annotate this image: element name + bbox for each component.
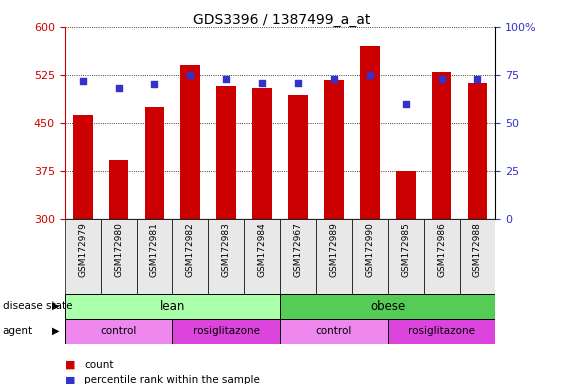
Bar [65, 219, 101, 294]
Bar [424, 219, 459, 294]
Bar [208, 219, 244, 294]
Text: ■: ■ [65, 360, 75, 370]
Bar [65, 319, 172, 344]
Text: ▶: ▶ [52, 326, 59, 336]
Bar [216, 86, 236, 219]
Bar [316, 219, 352, 294]
Bar [459, 219, 495, 294]
Text: GSM172988: GSM172988 [473, 222, 482, 277]
Bar [280, 294, 495, 319]
Point [114, 85, 123, 91]
Text: agent: agent [3, 326, 33, 336]
Bar [388, 319, 495, 344]
Text: GSM172967: GSM172967 [293, 222, 302, 277]
Text: GDS3396 / 1387499_a_at: GDS3396 / 1387499_a_at [193, 13, 370, 27]
Bar [172, 319, 280, 344]
Text: GSM172985: GSM172985 [401, 222, 410, 277]
Bar [73, 114, 92, 219]
Bar [252, 88, 272, 219]
Text: control: control [100, 326, 137, 336]
Bar [137, 219, 172, 294]
Text: GSM172986: GSM172986 [437, 222, 446, 277]
Bar [101, 219, 137, 294]
Point [150, 81, 159, 88]
Bar [65, 294, 280, 319]
Bar [244, 219, 280, 294]
Text: count: count [84, 360, 114, 370]
Bar [181, 65, 200, 219]
Text: rosiglitazone: rosiglitazone [408, 326, 475, 336]
Text: obese: obese [370, 300, 405, 313]
Bar [288, 95, 308, 219]
Text: GSM172982: GSM172982 [186, 222, 195, 276]
Text: GSM172981: GSM172981 [150, 222, 159, 277]
Bar [468, 83, 488, 219]
Bar [280, 219, 316, 294]
Bar [280, 319, 388, 344]
Bar [388, 219, 424, 294]
Bar [360, 46, 379, 219]
Point [222, 76, 231, 82]
Bar [172, 219, 208, 294]
Text: GSM172983: GSM172983 [222, 222, 231, 277]
Text: percentile rank within the sample: percentile rank within the sample [84, 375, 260, 384]
Text: lean: lean [160, 300, 185, 313]
Text: GSM172979: GSM172979 [78, 222, 87, 277]
Point [437, 76, 446, 82]
Bar [432, 72, 452, 219]
Text: GSM172984: GSM172984 [258, 222, 267, 276]
Point [401, 101, 410, 107]
Text: disease state: disease state [3, 301, 72, 311]
Bar [324, 80, 344, 219]
Point [365, 72, 374, 78]
Point [329, 76, 338, 82]
Bar [145, 107, 164, 219]
Bar [396, 171, 415, 219]
Text: GSM172980: GSM172980 [114, 222, 123, 277]
Text: GSM172990: GSM172990 [365, 222, 374, 277]
Bar [352, 219, 388, 294]
Text: ▶: ▶ [52, 301, 59, 311]
Text: ■: ■ [65, 375, 75, 384]
Text: control: control [316, 326, 352, 336]
Point [186, 72, 195, 78]
Point [293, 79, 302, 86]
Text: rosiglitazone: rosiglitazone [193, 326, 260, 336]
Bar [109, 160, 128, 219]
Text: GSM172989: GSM172989 [329, 222, 338, 277]
Point [78, 78, 87, 84]
Point [258, 79, 267, 86]
Point [473, 76, 482, 82]
